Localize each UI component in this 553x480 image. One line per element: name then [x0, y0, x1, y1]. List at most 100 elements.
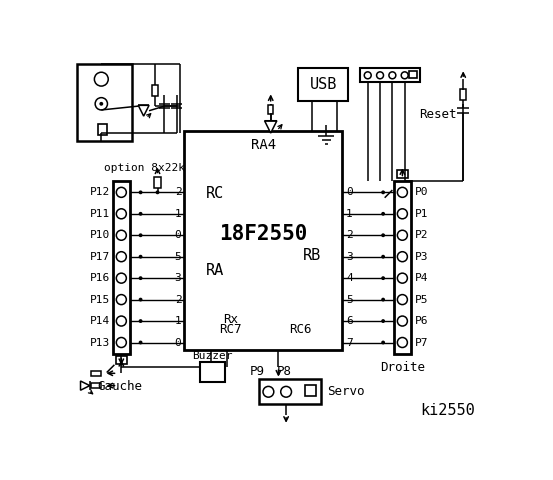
Bar [185, 131, 342, 350]
Circle shape [389, 72, 396, 79]
Text: P6: P6 [415, 316, 428, 326]
Circle shape [398, 252, 408, 262]
Text: P3: P3 [415, 252, 428, 262]
Circle shape [116, 230, 126, 240]
Bar [268, 105, 273, 114]
Bar [98, 124, 107, 134]
Circle shape [398, 187, 408, 197]
Text: 2: 2 [175, 295, 181, 305]
Text: P11: P11 [90, 209, 111, 219]
Text: RA: RA [206, 264, 225, 278]
Text: option 8x22k: option 8x22k [104, 163, 185, 173]
Text: 1: 1 [346, 209, 353, 219]
Text: 18F2550: 18F2550 [219, 224, 307, 244]
Circle shape [381, 255, 385, 259]
Text: 5: 5 [175, 252, 181, 262]
Text: P9: P9 [250, 365, 265, 378]
Bar [116, 356, 127, 364]
Circle shape [381, 233, 385, 237]
Text: 0: 0 [346, 187, 353, 197]
Bar [113, 181, 130, 354]
Text: 5: 5 [346, 295, 353, 305]
Text: 2: 2 [175, 187, 181, 197]
Circle shape [263, 386, 274, 397]
Circle shape [116, 252, 126, 262]
Circle shape [139, 233, 143, 237]
Circle shape [398, 273, 408, 283]
Circle shape [398, 230, 408, 240]
Circle shape [381, 276, 385, 280]
Text: P10: P10 [90, 230, 111, 240]
Circle shape [116, 337, 126, 348]
Text: Servo: Servo [327, 385, 364, 398]
Circle shape [139, 191, 143, 194]
Bar [152, 85, 158, 96]
Bar [154, 177, 160, 188]
Circle shape [139, 276, 143, 280]
Bar [360, 68, 420, 82]
Circle shape [116, 209, 126, 219]
Circle shape [398, 337, 408, 348]
Text: P12: P12 [90, 187, 111, 197]
Text: Rx: Rx [223, 313, 238, 326]
Circle shape [381, 298, 385, 301]
Text: P4: P4 [415, 273, 428, 283]
Circle shape [398, 295, 408, 305]
Circle shape [377, 72, 384, 79]
Text: RB: RB [302, 248, 321, 263]
Circle shape [100, 102, 103, 106]
Bar [394, 181, 411, 354]
Circle shape [381, 191, 385, 194]
Circle shape [364, 72, 371, 79]
Circle shape [281, 386, 291, 397]
Bar [305, 385, 316, 396]
Text: 0: 0 [175, 337, 181, 348]
Circle shape [139, 298, 143, 301]
Circle shape [95, 97, 107, 110]
Text: P14: P14 [90, 316, 111, 326]
Bar [397, 170, 408, 179]
Circle shape [155, 191, 159, 194]
Polygon shape [138, 105, 149, 116]
Text: ki2550: ki2550 [420, 403, 475, 418]
Bar [259, 380, 321, 404]
Text: 4: 4 [346, 273, 353, 283]
Bar [77, 64, 132, 141]
Text: 7: 7 [346, 337, 353, 348]
Text: P8: P8 [277, 365, 292, 378]
Circle shape [398, 209, 408, 219]
Text: P7: P7 [415, 337, 428, 348]
Circle shape [116, 187, 126, 197]
Text: P17: P17 [90, 252, 111, 262]
Text: RC7: RC7 [220, 323, 242, 336]
Bar [299, 68, 348, 101]
Text: USB: USB [310, 77, 337, 92]
Text: P5: P5 [415, 295, 428, 305]
Text: RC: RC [206, 186, 225, 202]
Text: 1: 1 [175, 209, 181, 219]
Text: 2: 2 [346, 230, 353, 240]
Text: 3: 3 [175, 273, 181, 283]
Circle shape [139, 341, 143, 345]
Circle shape [381, 319, 385, 323]
Circle shape [139, 319, 143, 323]
Text: RC6: RC6 [289, 323, 311, 336]
Circle shape [116, 295, 126, 305]
Circle shape [116, 316, 126, 326]
Circle shape [139, 212, 143, 216]
Circle shape [116, 273, 126, 283]
Text: 6: 6 [346, 316, 353, 326]
Text: Gauche: Gauche [97, 380, 142, 393]
Polygon shape [264, 121, 277, 133]
Circle shape [398, 316, 408, 326]
Text: Buzzer: Buzzer [192, 350, 232, 360]
Text: 0: 0 [175, 230, 181, 240]
Text: Droite: Droite [380, 361, 425, 374]
Text: P0: P0 [415, 187, 428, 197]
Bar [200, 362, 225, 382]
Polygon shape [81, 381, 90, 390]
Circle shape [401, 72, 408, 79]
Text: 1: 1 [175, 316, 181, 326]
Text: P16: P16 [90, 273, 111, 283]
Bar [91, 371, 101, 376]
